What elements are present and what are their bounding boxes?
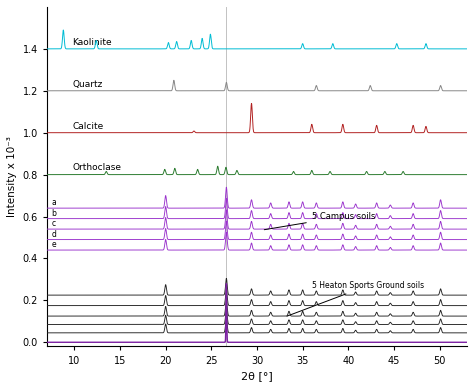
Text: Calcite: Calcite (73, 121, 104, 130)
Text: c: c (52, 219, 55, 228)
Text: 5 Heaton Sports Ground soils: 5 Heaton Sports Ground soils (287, 281, 424, 316)
Y-axis label: Intensity x 10⁻³: Intensity x 10⁻³ (7, 136, 17, 217)
Text: Quartz: Quartz (73, 80, 103, 88)
Text: Orthoclase: Orthoclase (73, 163, 121, 172)
Text: 5 Campus soils: 5 Campus soils (264, 212, 375, 230)
Text: a: a (52, 198, 56, 207)
Text: d: d (52, 230, 56, 239)
Text: b: b (52, 209, 56, 218)
X-axis label: 2θ [°]: 2θ [°] (241, 371, 273, 381)
Text: Kaolinite: Kaolinite (73, 38, 112, 47)
Text: e: e (52, 240, 56, 249)
